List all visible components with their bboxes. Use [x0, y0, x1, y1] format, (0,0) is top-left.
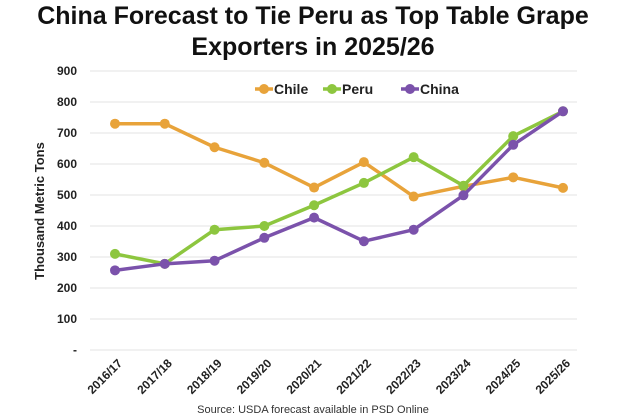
x-tick-label: 2022/23 [383, 356, 424, 397]
data-point-chile [309, 182, 320, 193]
data-point-chile [558, 182, 568, 193]
data-point-china [309, 212, 320, 223]
x-tick-label: 2021/22 [333, 356, 374, 397]
y-tick-label: - [73, 343, 77, 357]
legend-label: Peru [342, 81, 373, 97]
x-axis-ticks: 2016/17 2017/18 2018/19 2019/20 2020/21 2021/… [85, 356, 574, 397]
y-tick-label: 300 [57, 250, 77, 264]
data-point-china [209, 255, 220, 266]
data-point-china [508, 139, 519, 150]
y-tick-label: 900 [57, 64, 77, 78]
legend-marker [405, 84, 415, 94]
y-tick-label: 400 [57, 219, 77, 233]
data-point-chile [259, 157, 270, 168]
data-point-china [358, 236, 369, 247]
data-point-peru [358, 177, 369, 188]
legend-item-peru: Peru [323, 81, 373, 97]
data-point-china [458, 190, 469, 201]
y-axis-label: Thousand Metric Tons [32, 142, 47, 280]
legend-marker [327, 84, 337, 94]
x-tick-label: 2017/18 [134, 356, 175, 397]
series-china [110, 106, 568, 276]
data-point-peru [110, 248, 120, 259]
y-axis-ticks: - 100 200 300 400 500 600 700 800 900 [57, 64, 77, 357]
data-point-peru [458, 180, 469, 191]
data-point-chile [209, 142, 220, 153]
data-point-peru [309, 200, 320, 211]
x-tick-label: 2024/25 [483, 356, 524, 397]
chart-title-line-2: Exporters in 2025/26 [191, 33, 434, 61]
source-note: Source: USDA forecast available in PSD O… [197, 404, 429, 416]
y-tick-label: 700 [57, 126, 77, 140]
y-tick-label: 500 [57, 188, 77, 202]
legend-item-chile: Chile [255, 81, 308, 97]
x-tick-label: 2019/20 [234, 356, 275, 397]
chart-title-line-1: China Forecast to Tie Peru as Top Table … [37, 2, 589, 30]
data-point-china [159, 258, 170, 269]
data-point-china [408, 224, 419, 235]
data-point-peru [209, 224, 220, 235]
x-tick-label: 2020/21 [284, 356, 325, 397]
data-point-peru [408, 152, 419, 163]
x-tick-label: 2018/19 [184, 356, 225, 397]
data-point-chile [110, 118, 120, 129]
data-point-china [110, 265, 120, 276]
series-line-peru [114, 109, 564, 266]
series-line-chile [115, 121, 564, 199]
gridlines [90, 70, 577, 351]
series [110, 106, 568, 276]
data-point-chile [159, 118, 170, 129]
x-tick-label: 2016/17 [85, 356, 126, 397]
data-point-peru [508, 131, 519, 142]
x-tick-label: 2025/26 [533, 356, 574, 397]
data-point-peru [259, 221, 270, 231]
data-point-chile [358, 157, 369, 168]
data-point-china [259, 232, 270, 243]
data-point-chile [408, 191, 419, 202]
data-point-china [558, 106, 568, 117]
legend-label: Chile [274, 81, 308, 97]
y-tick-label: 100 [57, 312, 77, 326]
y-tick-label: 200 [57, 281, 77, 295]
x-tick-label: 2023/24 [433, 356, 474, 397]
legend-marker [259, 84, 269, 94]
data-point-chile [508, 172, 519, 183]
y-tick-label: 600 [57, 157, 77, 171]
legend-label: China [420, 81, 459, 97]
legend: Chile Peru China [255, 81, 459, 97]
legend-item-china: China [401, 81, 459, 97]
series-line-china [114, 109, 564, 273]
y-tick-label: 800 [57, 95, 77, 109]
